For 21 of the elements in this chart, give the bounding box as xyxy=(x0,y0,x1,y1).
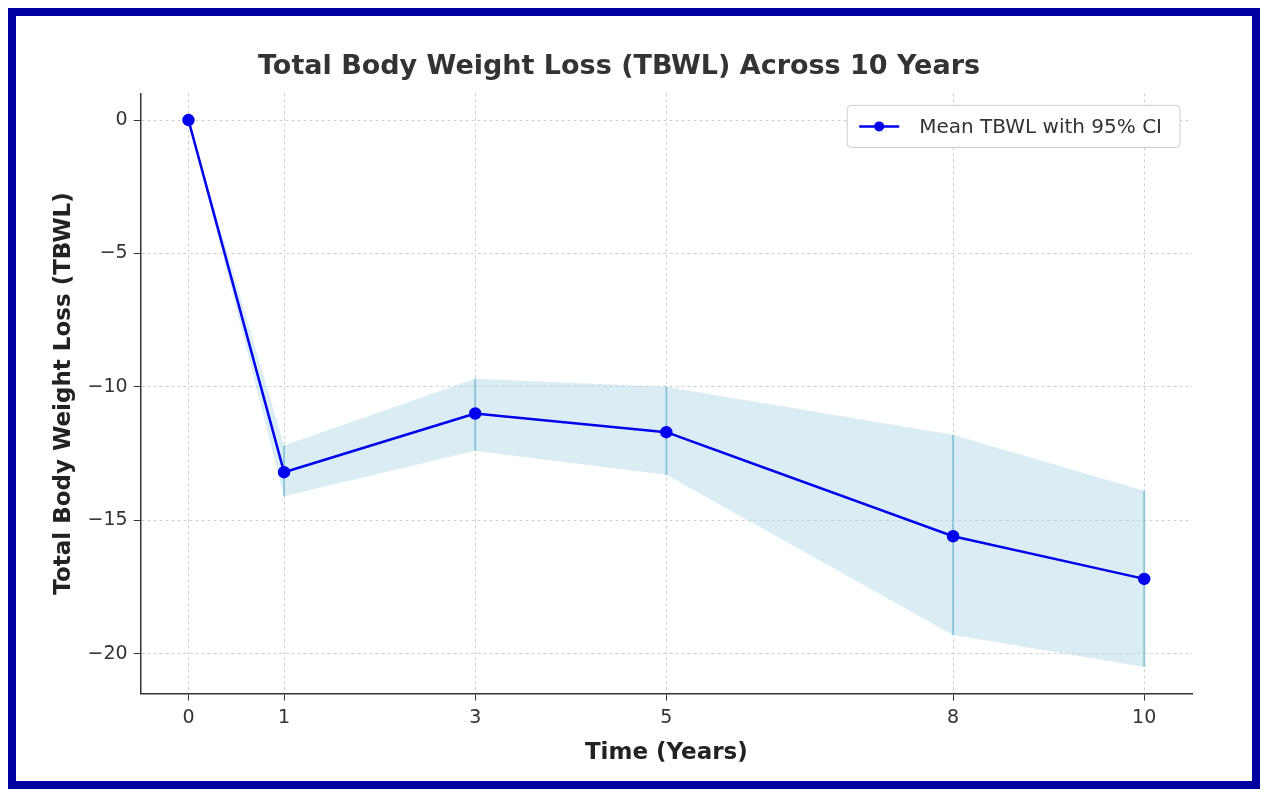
x-tick-label: 10 xyxy=(1132,704,1157,727)
x-tick-label: 8 xyxy=(947,704,960,727)
point xyxy=(1137,572,1151,586)
point xyxy=(182,113,195,127)
point xyxy=(660,425,673,439)
y-axis-title: Total Body Weight Loss (TBWL) xyxy=(48,192,75,595)
x-tick-label: 3 xyxy=(469,704,482,727)
legend-label: Mean TBWL with 95% CI xyxy=(919,113,1162,138)
y-tick-label: −10 xyxy=(87,373,128,396)
x-tick-label: 0 xyxy=(182,704,195,727)
chart-title: Total Body Weight Loss (TBWL) Across 10 Years xyxy=(257,49,981,81)
x-tick-label: 5 xyxy=(660,704,673,727)
y-tick-label: −15 xyxy=(87,507,128,530)
point xyxy=(277,465,291,479)
point xyxy=(468,407,482,420)
y-tick-label: −5 xyxy=(99,240,128,263)
point xyxy=(946,529,960,543)
x-tick-label: 1 xyxy=(278,704,291,727)
y-tick-label: −20 xyxy=(87,640,128,663)
x-axis-title: Time (Years) xyxy=(584,738,748,765)
y-tick-label: 0 xyxy=(115,107,128,130)
